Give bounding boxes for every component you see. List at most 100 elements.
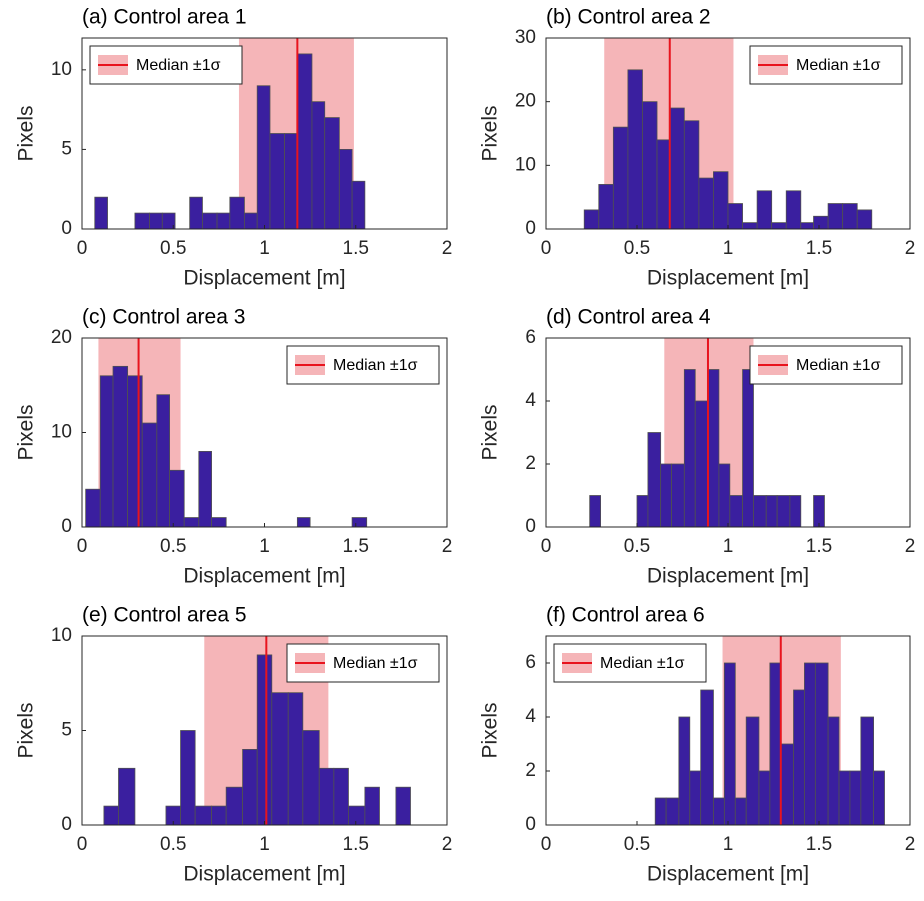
bar [654,797,667,826]
bar [813,215,829,230]
axes-box [81,635,448,826]
x-axis-label: Displacement [m] [647,565,809,588]
y-tick-label: 4 [525,390,536,411]
bar [671,463,685,528]
x-tick-label: 1.5 [806,536,832,557]
bar [804,662,816,826]
y-tick-label: 10 [51,422,72,443]
bar [216,212,231,230]
y-tick-label: 0 [525,218,536,239]
x-tick-label: 1 [723,536,734,557]
bar [745,716,760,826]
x-tick-label: 0.5 [160,834,186,855]
bar [827,716,840,826]
bar [318,767,335,826]
x-tick-label: 0 [77,238,88,259]
bar [689,770,702,826]
bar [302,730,320,826]
bar [134,212,150,230]
y-axis-label: Pixels [15,404,38,460]
bar [718,463,731,528]
x-tick-label: 1 [259,834,270,855]
bar [742,222,758,230]
y-tick-label: 6 [525,327,536,348]
x-tick-label: 0.5 [160,238,186,259]
bar [814,662,829,826]
bar [229,196,245,230]
bar [707,369,720,528]
bar [838,770,851,826]
bar [244,212,258,230]
bar [118,767,136,826]
y-tick-label: 2 [525,760,536,781]
x-tick-label: 1 [723,238,734,259]
bar [683,120,700,230]
x-tick-label: 0 [541,834,552,855]
x-axis-label: Displacement [m] [183,267,345,290]
panel-title: (c) Control area 3 [82,306,245,329]
bar [211,805,227,826]
bar [727,203,743,230]
bar [636,495,649,528]
panel: (a) Control area 1 0 0.5 1 1.5 2 0 5 10 Displacem… [15,6,453,290]
panel-title: (f) Control area 6 [546,604,705,627]
y-axis-label: Pixels [15,105,38,161]
y-tick-label: 5 [61,138,72,159]
y-tick-label: 6 [525,652,536,673]
x-tick-label: 2 [442,834,453,855]
bar [351,517,368,528]
bar [149,212,163,230]
y-tick-label: 0 [61,516,72,537]
bar [860,716,874,826]
legend-label: Median ±1σ [796,357,881,374]
bar [642,101,658,230]
bar [700,689,714,826]
y-tick-label: 20 [51,327,72,348]
bar [333,767,349,826]
x-axis-label: Displacement [m] [647,863,809,886]
x-tick-label: 0.5 [624,536,650,557]
bar [296,517,311,528]
bar [729,495,743,528]
x-tick-label: 1.5 [806,238,832,259]
x-tick-label: 0.5 [624,834,650,855]
bar [284,133,298,230]
bar [589,495,601,528]
bar [647,432,662,528]
bar [180,730,196,826]
bar [256,654,273,826]
bar [734,797,747,826]
panel: (f) Control area 6 0 0.5 1 1.5 2 0 2 4 6 Displacem… [479,604,916,886]
bar [627,69,643,230]
bar [698,177,714,230]
bar [395,786,411,826]
y-tick-label: 10 [51,59,72,80]
x-tick-label: 1 [259,238,270,259]
legend: Median ±1σ [89,45,243,85]
legend-label: Median ±1σ [333,655,418,672]
bar [678,716,691,826]
bar [169,469,185,528]
panel: (c) Control area 30 0.5 1 1.5 201020Displace… [15,306,453,588]
legend-label: Median ±1σ [600,655,685,672]
bar [364,786,380,826]
bar [256,85,271,230]
bar [753,495,767,528]
bar [338,149,353,230]
bar [827,203,844,230]
bar [776,495,791,528]
bar [198,450,212,528]
x-tick-label: 2 [905,238,916,259]
y-tick-label: 2 [525,453,536,474]
bar [351,180,366,230]
x-tick-label: 1 [723,834,734,855]
legend: Median ±1σ [553,643,707,683]
legend-label: Median ±1σ [796,57,881,74]
bar [85,488,101,528]
axes-box [81,37,448,230]
bar [765,495,778,528]
x-tick-label: 0 [541,536,552,557]
x-tick-label: 0 [77,834,88,855]
bar [856,209,873,230]
